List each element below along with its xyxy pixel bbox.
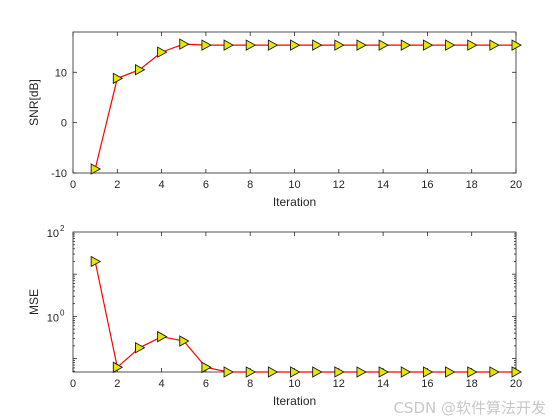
data-point xyxy=(267,366,279,378)
x-tick-label: 16 xyxy=(421,179,433,191)
data-point xyxy=(356,39,367,51)
data-point xyxy=(201,361,212,374)
y-tick-label: 10 xyxy=(47,228,59,240)
x-tick-label: 0 xyxy=(70,179,76,191)
x-tick-label: 4 xyxy=(159,378,165,390)
x-tick-label: 12 xyxy=(333,179,345,191)
x-tick-label: 14 xyxy=(377,378,389,390)
data-point xyxy=(134,64,146,76)
x-tick-label: 18 xyxy=(466,179,478,191)
plot-area xyxy=(72,231,517,373)
data-point xyxy=(90,163,102,175)
data-point xyxy=(467,39,478,51)
data-point xyxy=(422,366,434,378)
data-point xyxy=(112,361,124,374)
y-tick-label: 10 xyxy=(55,67,67,79)
data-point xyxy=(334,366,345,378)
watermark-text: CSDN @软件算法开发 xyxy=(393,399,546,417)
data-point xyxy=(267,39,279,51)
y-tick-label: 10 xyxy=(47,312,59,324)
data-point xyxy=(112,72,124,85)
x-axis-label: Iteration xyxy=(273,394,316,408)
data-point xyxy=(489,39,500,51)
y-tick-label: -10 xyxy=(51,168,67,180)
data-point xyxy=(290,366,301,378)
x-tick-label: 8 xyxy=(247,179,253,191)
x-tick-label: 10 xyxy=(288,179,300,191)
data-point xyxy=(422,39,434,51)
x-tick-label: 2 xyxy=(114,378,120,390)
y-axis-label: SNR[dB] xyxy=(27,79,41,126)
x-tick-label: 6 xyxy=(203,378,209,390)
data-point xyxy=(179,38,190,50)
data-point xyxy=(511,366,522,378)
x-tick-label: 0 xyxy=(70,378,76,390)
data-point xyxy=(445,366,456,378)
data-point xyxy=(511,39,522,51)
data-point xyxy=(467,366,478,378)
data-point xyxy=(489,366,500,378)
x-tick-label: 4 xyxy=(159,179,165,191)
x-tick-label: 10 xyxy=(288,378,300,390)
data-point xyxy=(445,39,456,51)
data-point xyxy=(312,39,323,51)
data-point xyxy=(312,366,323,378)
data-point xyxy=(223,39,234,51)
x-tick-label: 20 xyxy=(510,179,522,191)
data-point xyxy=(245,366,257,378)
data-point xyxy=(334,39,345,51)
plot-area xyxy=(72,31,517,174)
y-tick-exponent: 0 xyxy=(60,308,65,317)
x-tick-label: 6 xyxy=(203,179,209,191)
data-point xyxy=(134,342,146,354)
x-tick-label: 20 xyxy=(510,378,522,390)
data-point xyxy=(356,366,367,378)
data-point xyxy=(157,330,168,343)
data-point xyxy=(223,366,234,378)
data-point xyxy=(245,39,257,51)
x-tick-label: 16 xyxy=(421,378,433,390)
data-point xyxy=(290,39,301,51)
data-point xyxy=(400,366,412,378)
x-tick-label: 14 xyxy=(377,179,389,191)
x-tick-label: 12 xyxy=(333,378,345,390)
data-point xyxy=(179,335,190,347)
data-point xyxy=(201,39,212,51)
data-point xyxy=(378,366,390,378)
y-axis-label: MSE xyxy=(27,289,41,315)
y-tick-label: 0 xyxy=(61,118,67,130)
data-point xyxy=(400,39,412,51)
data-point xyxy=(378,39,390,51)
x-tick-label: 2 xyxy=(114,179,120,191)
data-point xyxy=(157,46,168,58)
y-tick-exponent: 2 xyxy=(60,224,65,233)
x-tick-label: 8 xyxy=(247,378,253,390)
x-axis-label: Iteration xyxy=(273,195,316,209)
data-point xyxy=(90,255,102,268)
x-tick-label: 18 xyxy=(466,378,478,390)
